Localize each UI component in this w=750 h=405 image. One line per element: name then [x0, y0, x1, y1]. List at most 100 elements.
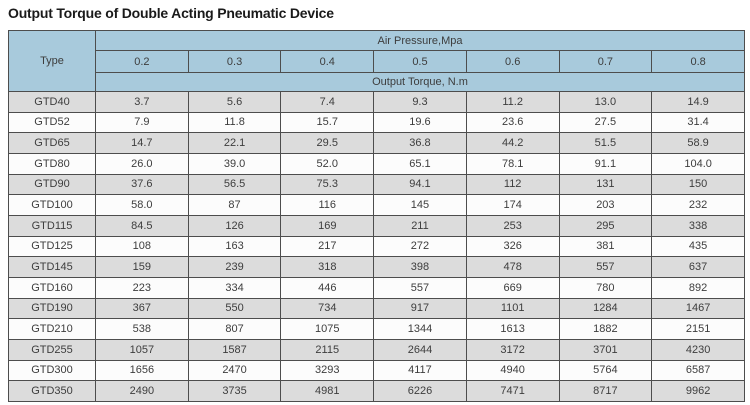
torque-cell: 84.5	[95, 214, 189, 237]
header-pressure-value: 0.6	[465, 50, 560, 73]
table-row: GTD190 367 550 734 917 1101 1284 1467	[8, 297, 745, 320]
type-cell: GTD90	[8, 173, 96, 196]
page-title: Output Torque of Double Acting Pneumatic…	[8, 5, 334, 21]
torque-cell: 4981	[280, 380, 375, 402]
torque-cell: 44.2	[465, 132, 560, 154]
torque-cell: 2115	[280, 338, 375, 361]
torque-cell: 367	[95, 297, 189, 320]
torque-cell: 2151	[651, 318, 745, 340]
type-cell: GTD40	[8, 91, 96, 113]
torque-cell: 2644	[373, 338, 467, 361]
table-row: GTD40 3.7 5.6 7.4 9.3 11.2 13.0 14.9	[8, 91, 745, 113]
type-cell: GTD350	[8, 380, 96, 402]
torque-cell: 112	[465, 173, 560, 196]
torque-cell: 1101	[465, 297, 560, 320]
torque-cell: 145	[373, 194, 467, 216]
header-output-torque: Output Torque, N.m	[95, 72, 745, 92]
torque-cell: 150	[651, 173, 745, 196]
type-cell: GTD145	[8, 256, 96, 278]
torque-cell: 538	[95, 318, 189, 340]
table-row: GTD90 37.6 56.5 75.3 94.1 112 131 150	[8, 173, 745, 196]
torque-cell: 5764	[558, 359, 653, 382]
table-row: GTD125 108 163 217 272 326 381 435	[8, 235, 745, 258]
table-row: GTD255 1057 1587 2115 2644 3172 3701 4230	[8, 338, 745, 361]
torque-cell: 338	[651, 214, 745, 237]
header-air-pressure: Air Pressure,Mpa	[95, 30, 745, 51]
torque-cell: 27.5	[558, 111, 653, 134]
torque-cell: 223	[95, 276, 189, 299]
torque-cell: 78.1	[465, 152, 560, 175]
torque-cell: 550	[187, 297, 282, 320]
torque-cell: 22.1	[187, 132, 282, 154]
header-pressure-value: 0.3	[187, 50, 282, 73]
type-cell: GTD65	[8, 132, 96, 154]
header-pressure-value: 0.5	[373, 50, 467, 73]
torque-cell: 217	[280, 235, 375, 258]
torque-cell: 4117	[373, 359, 467, 382]
torque-cell: 203	[558, 194, 653, 216]
torque-cell: 37.6	[95, 173, 189, 196]
torque-cell: 669	[465, 276, 560, 299]
torque-cell: 15.7	[280, 111, 375, 134]
torque-cell: 11.2	[465, 91, 560, 113]
header-pressure-value: 0.7	[558, 50, 653, 73]
torque-cell: 8717	[558, 380, 653, 402]
torque-cell: 1882	[558, 318, 653, 340]
torque-cell: 104.0	[651, 152, 745, 175]
torque-cell: 7.4	[280, 91, 375, 113]
torque-cell: 557	[373, 276, 467, 299]
torque-cell: 7.9	[95, 111, 189, 134]
torque-cell: 87	[187, 194, 282, 216]
type-cell: GTD160	[8, 276, 96, 299]
header-row-pressure: Type Air Pressure,Mpa	[8, 30, 745, 92]
torque-cell: 14.9	[651, 91, 745, 113]
torque-cell: 4230	[651, 338, 745, 361]
torque-cell: 4940	[465, 359, 560, 382]
table-row: GTD100 58.0 87 116 145 174 203 232	[8, 194, 745, 216]
torque-cell: 23.6	[465, 111, 560, 134]
table-row: GTD52 7.9 11.8 15.7 19.6 23.6 27.5 31.4	[8, 111, 745, 134]
header-pressure-value: 0.2	[95, 50, 189, 73]
table-row: GTD145 159 239 318 398 478 557 637	[8, 256, 745, 278]
table-row: GTD160 223 334 446 557 669 780 892	[8, 276, 745, 299]
torque-cell: 29.5	[280, 132, 375, 154]
torque-cell: 334	[187, 276, 282, 299]
table-row: GTD80 26.0 39.0 52.0 65.1 78.1 91.1 104.0	[8, 152, 745, 175]
torque-cell: 1613	[465, 318, 560, 340]
torque-cell: 478	[465, 256, 560, 278]
table-row: GTD65 14.7 22.1 29.5 36.8 44.2 51.5 58.9	[8, 132, 745, 154]
torque-cell: 3.7	[95, 91, 189, 113]
torque-cell: 211	[373, 214, 467, 237]
torque-cell: 1075	[280, 318, 375, 340]
type-cell: GTD190	[8, 297, 96, 320]
torque-cell: 14.7	[95, 132, 189, 154]
header-pressure-value: 0.4	[280, 50, 375, 73]
torque-cell: 11.8	[187, 111, 282, 134]
torque-cell: 398	[373, 256, 467, 278]
torque-cell: 1467	[651, 297, 745, 320]
torque-cell: 58.9	[651, 132, 745, 154]
torque-cell: 253	[465, 214, 560, 237]
torque-cell: 1344	[373, 318, 467, 340]
type-cell: GTD255	[8, 338, 96, 361]
type-cell: GTD115	[8, 214, 96, 237]
torque-cell: 232	[651, 194, 745, 216]
type-cell: GTD125	[8, 235, 96, 258]
torque-cell: 94.1	[373, 173, 467, 196]
torque-cell: 169	[280, 214, 375, 237]
torque-cell: 51.5	[558, 132, 653, 154]
torque-cell: 174	[465, 194, 560, 216]
torque-cell: 1057	[95, 338, 189, 361]
torque-cell: 3293	[280, 359, 375, 382]
torque-cell: 3172	[465, 338, 560, 361]
type-cell: GTD80	[8, 152, 96, 175]
torque-cell: 6587	[651, 359, 745, 382]
table-row: GTD300 1656 2470 3293 4117 4940 5764 6587	[8, 359, 745, 382]
torque-cell: 75.3	[280, 173, 375, 196]
torque-cell: 39.0	[187, 152, 282, 175]
header-row-values: 0.2 0.3 0.4 0.5 0.6 0.7 0.8	[9, 50, 745, 73]
torque-cell: 734	[280, 297, 375, 320]
torque-cell: 9.3	[373, 91, 467, 113]
header-row-torque: Output Torque, N.m	[9, 72, 745, 92]
torque-cell: 6226	[373, 380, 467, 402]
